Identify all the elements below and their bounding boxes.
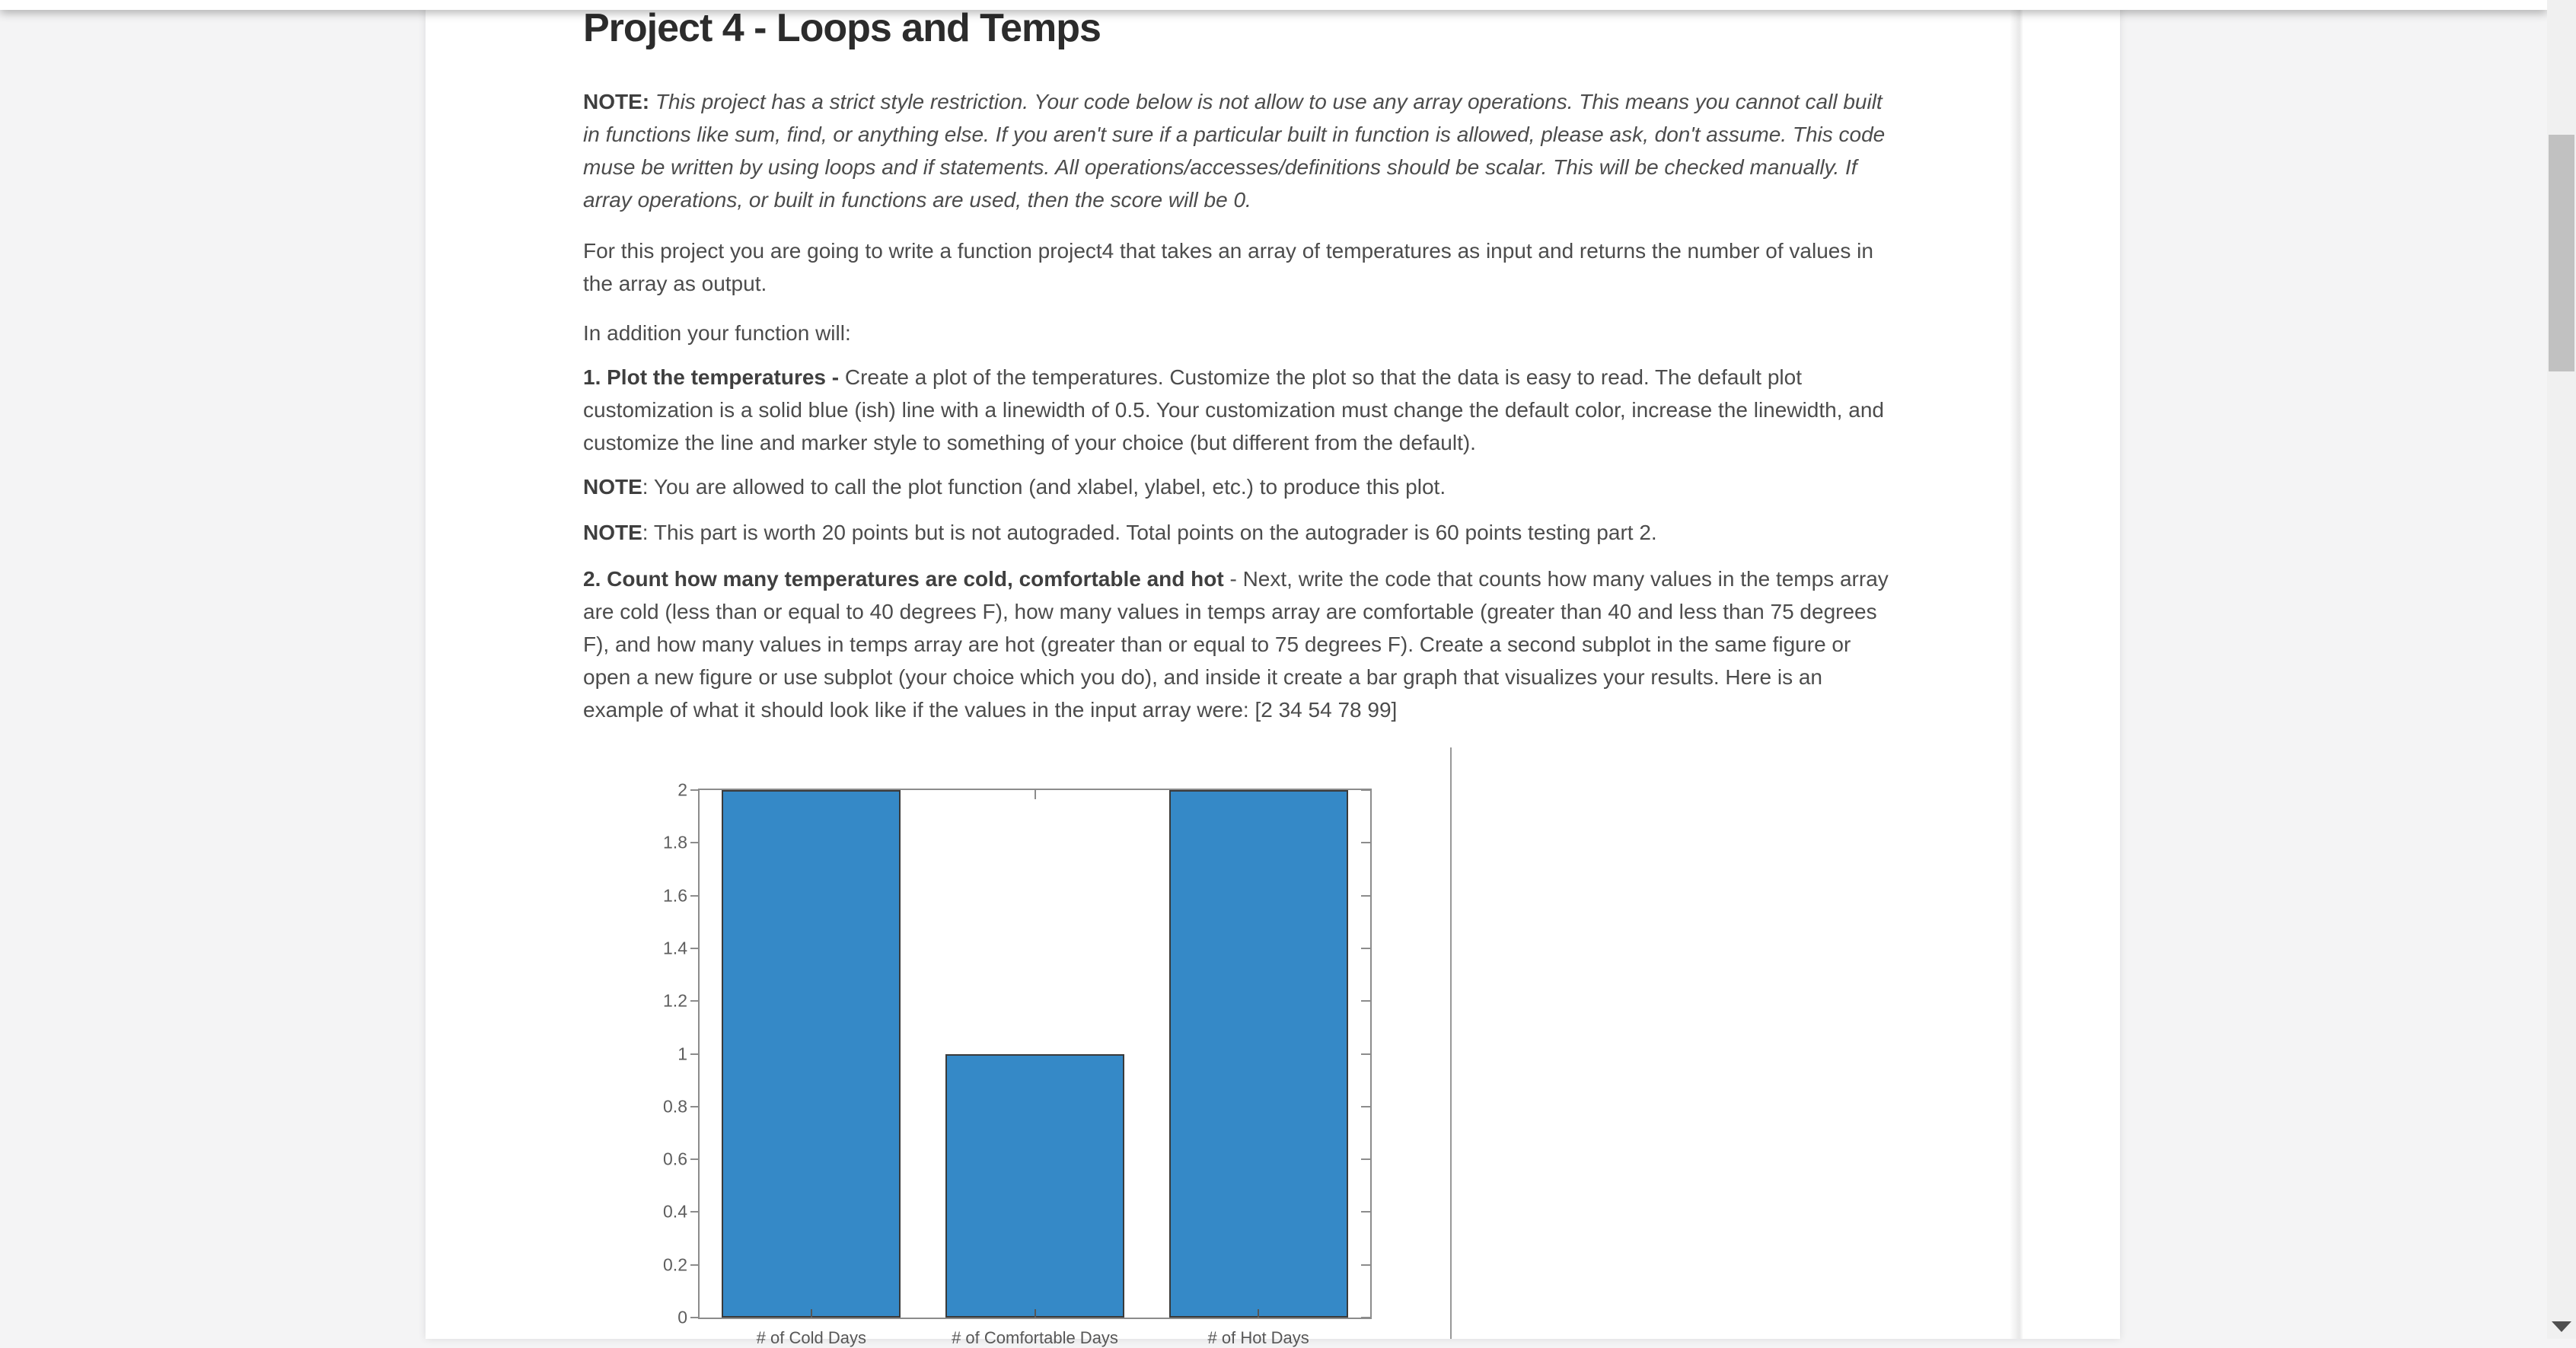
x-axis-tick: [810, 1309, 812, 1318]
y-axis-tick-label: 1: [677, 1044, 687, 1063]
note-plot-function-paragraph: NOTE: You are allowed to call the plot f…: [583, 470, 1895, 503]
text-run: NOTE: [583, 521, 642, 544]
bar-1: [722, 790, 901, 1318]
bar-3: [1168, 790, 1348, 1318]
y-axis-tick-label: 1.2: [663, 990, 687, 1011]
x-axis-tick: [1034, 1309, 1036, 1318]
text-run: For this project you are going to write …: [583, 239, 1873, 295]
text-run: NOTE:: [583, 90, 655, 113]
note-points-paragraph: NOTE: This part is worth 20 points but i…: [583, 516, 1895, 549]
project-intro-paragraph: For this project you are going to write …: [583, 234, 1895, 300]
y-axis-tick-mirror: [1361, 1000, 1370, 1002]
bar-chart-plot-area: 0 0.2 0.4 0.6 0.8 1 1.2 1.4 1.6 1.8 2 # of Cold Day…: [663, 780, 1372, 1347]
y-axis-tick-mirror: [1361, 1105, 1370, 1107]
step-2-count-paragraph: 2. Count how many temperatures are cold,…: [583, 562, 1895, 726]
y-axis-tick-label: 0.6: [663, 1149, 687, 1169]
y-axis-tick: [690, 947, 700, 949]
page-title: Project 4 - Loops and Temps: [583, 6, 1101, 50]
y-axis-tick: [690, 894, 700, 897]
y-axis-tick: [690, 1053, 700, 1055]
y-axis-tick: [690, 1264, 700, 1266]
x-axis-tick-label: # of Hot Days: [1207, 1328, 1309, 1347]
y-axis-tick-label: 1.4: [663, 938, 687, 958]
text-run: : This part is worth 20 points but is no…: [642, 521, 1657, 544]
y-axis-tick-mirror: [1361, 1211, 1370, 1213]
text-run: 1. Plot the temperatures -: [583, 365, 845, 389]
text-run: - Next, write the code that counts how m…: [583, 567, 1889, 722]
x-axis-tick: [1258, 1309, 1260, 1318]
scrollbar-down-button[interactable]: [2547, 1314, 2576, 1339]
y-axis-tick: [690, 1317, 700, 1318]
y-axis-tick-mirror: [1361, 947, 1370, 949]
y-axis-tick-mirror: [1361, 1264, 1370, 1266]
y-axis-tick-label: 1.8: [663, 832, 687, 852]
y-axis-tick-mirror: [1361, 842, 1370, 844]
in-addition-paragraph: In addition your function will:: [583, 317, 1895, 349]
text-run: Create a plot of the temperatures. Custo…: [583, 365, 1884, 454]
text-run: In addition your function will:: [583, 321, 851, 345]
text-run: This project has a strict style restrict…: [583, 90, 1886, 212]
y-axis-tick: [690, 1105, 700, 1107]
y-axis-tick: [690, 1158, 700, 1161]
y-axis-tick: [690, 1000, 700, 1002]
y-axis-tick-mirror: [1361, 1158, 1370, 1161]
y-axis-tick-mirror: [1361, 1317, 1370, 1318]
note-style-restriction-paragraph: NOTE: This project has a strict style re…: [583, 85, 1895, 216]
y-axis-tick-label: 0: [677, 1307, 687, 1327]
y-axis-tick: [690, 842, 700, 844]
text-run: : You are allowed to call the plot funct…: [642, 475, 1446, 499]
chevron-down-icon: [2552, 1321, 2571, 1332]
y-axis-tick-mirror: [1361, 1053, 1370, 1055]
scrollbar-thumb[interactable]: [2549, 135, 2574, 371]
y-axis-tick: [690, 789, 700, 791]
vertical-scrollbar[interactable]: [2547, 0, 2576, 1339]
top-sticky-bar: [0, 0, 2547, 10]
chart-table-cell: 0 0.2 0.4 0.6 0.8 1 1.2 1.4 1.6 1.8 2 # of Cold Day…: [586, 747, 1452, 1347]
bar-2: [945, 1053, 1124, 1318]
text-run: NOTE: [583, 475, 642, 499]
y-axis-tick-label: 0.4: [663, 1201, 687, 1222]
y-axis-tick-mirror: [1361, 789, 1370, 791]
content-frame-edge-shadow: [2010, 0, 2023, 1339]
y-axis-tick-mirror: [1361, 894, 1370, 897]
y-axis-tick-label: 1.6: [663, 885, 687, 906]
y-axis-tick-label: 2: [677, 779, 687, 800]
text-run: 2. Count how many temperatures are cold,…: [583, 567, 1230, 591]
step-1-plot-paragraph: 1. Plot the temperatures - Create a plot…: [583, 361, 1895, 459]
x-axis-tick-mirror: [1034, 790, 1036, 799]
x-axis-tick-label: # of Cold Days: [756, 1328, 866, 1347]
y-axis-tick-label: 0.2: [663, 1254, 687, 1275]
x-axis-tick-label: # of Comfortable Days: [952, 1328, 1118, 1347]
y-axis-tick-label: 0.8: [663, 1096, 687, 1117]
y-axis-tick: [690, 1211, 700, 1213]
